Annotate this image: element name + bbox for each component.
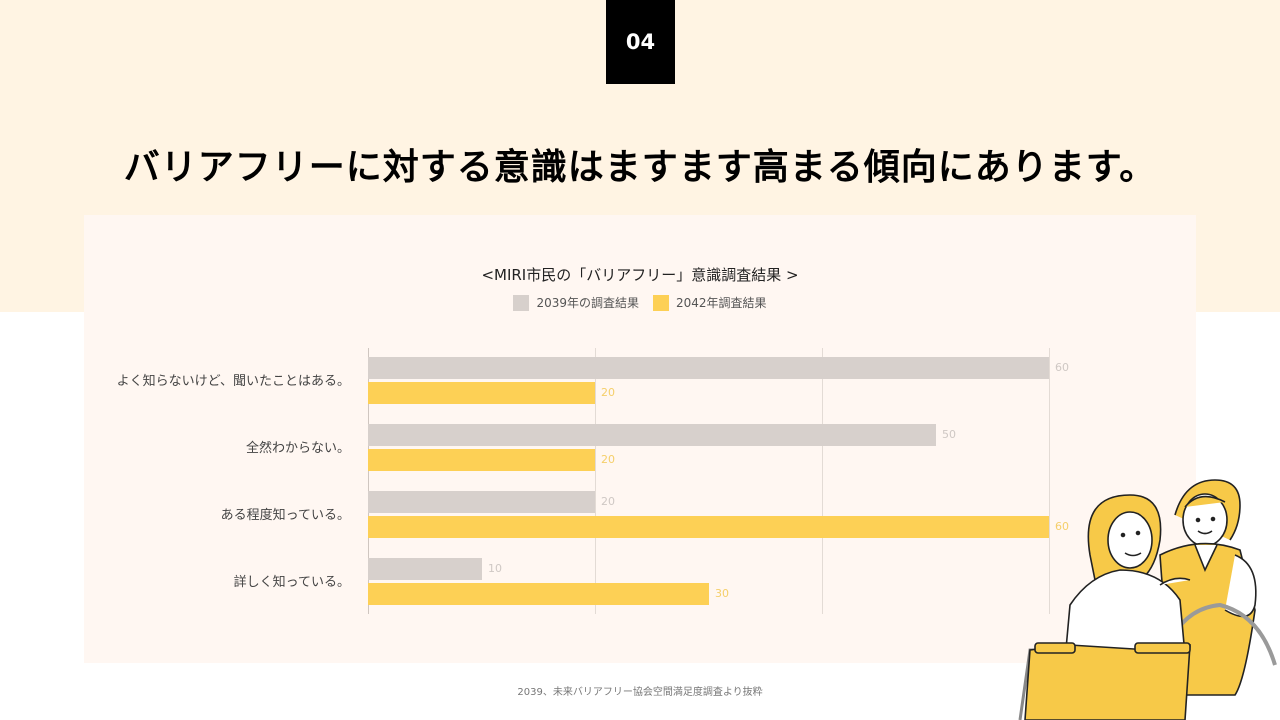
y-axis-line [368,348,369,614]
category-label: よく知らないけど、聞いたことはある。 [116,374,350,389]
legend-swatch-yellow [653,294,669,311]
gridline [595,348,596,614]
bar-value-label: 30 [715,587,729,600]
bar-2042 [368,382,595,404]
bar-value-label: 10 [488,562,502,575]
chart-legend: 2039年の調査結果 2042年調査結果 [0,294,1280,311]
bar-value-label: 60 [1055,361,1069,374]
bar-2039 [368,357,1049,379]
gridline [822,348,823,614]
source-note: 2039、未来バリアフリー協会空間満足度調査より抜粋 [517,687,763,698]
chart-title: <MIRI市民の「バリアフリー」意識調査結果 > [481,266,799,284]
category-label: ある程度知っている。 [220,508,350,523]
bar-value-label: 50 [942,428,956,441]
page-number-badge: 04 [606,0,675,84]
legend-item-2042: 2042年調査結果 [653,294,767,311]
legend-label: 2039年の調査結果 [536,296,639,310]
bar-value-label: 20 [601,453,615,466]
bar-value-label: 60 [1055,520,1069,533]
slide-headline: バリアフリーに対する意識はますます高まる傾向にあります。 [123,147,1157,188]
bar-2042 [368,583,709,605]
bar-2039 [368,424,936,446]
category-label: 詳しく知っている。 [233,575,350,590]
bar-2039 [368,491,595,513]
bar-value-label: 20 [601,495,615,508]
legend-swatch-gray [513,294,530,311]
bar-2042 [368,449,595,471]
category-label: 全然わからない。 [245,441,350,456]
legend-label: 2042年調査結果 [676,296,767,310]
bar-2042 [368,516,1049,538]
wheelchair-caregiver-illustration [1018,479,1277,720]
legend-item-2039: 2039年の調査結果 [513,294,639,311]
bar-2039 [368,558,482,580]
bar-plot-area: 60 20 50 20 20 60 10 30 [368,348,1069,614]
gridline [1049,348,1050,614]
bar-value-label: 20 [601,386,615,399]
